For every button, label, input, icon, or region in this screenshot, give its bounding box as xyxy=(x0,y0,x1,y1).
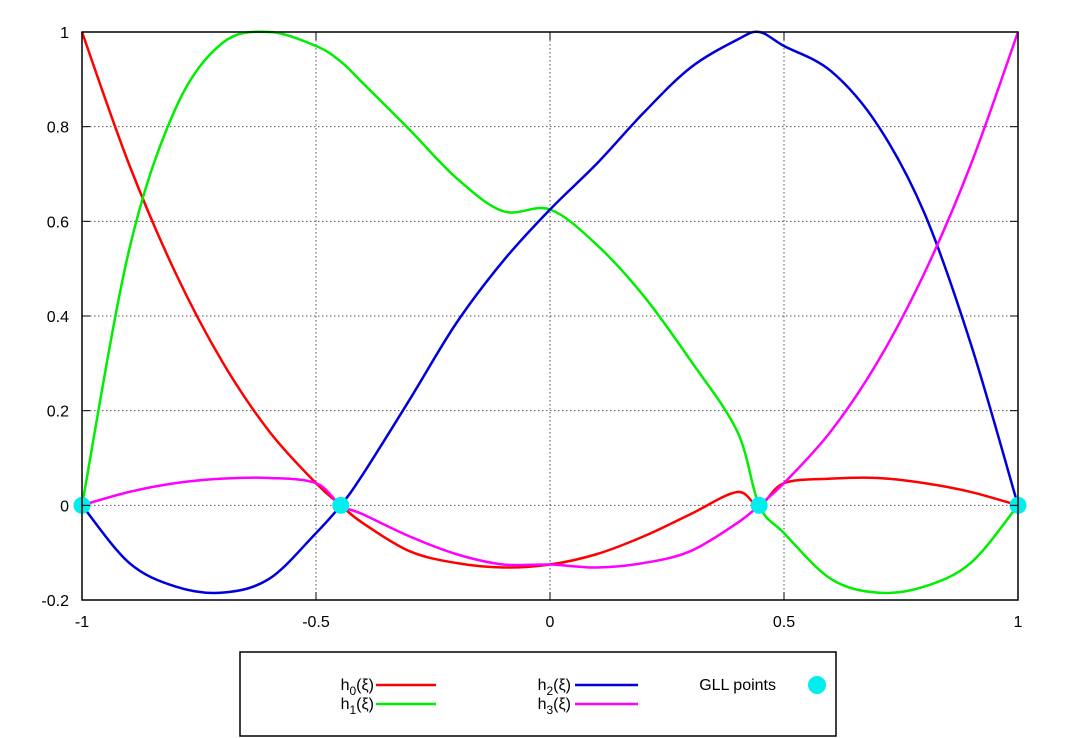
legend-label-sub: 1 xyxy=(349,703,356,717)
legend-label-sub: 0 xyxy=(349,684,356,698)
legend-label-suffix: (ξ) xyxy=(356,696,374,713)
legend-label-sub: 3 xyxy=(546,703,553,717)
legend-label-h2: h2(ξ) xyxy=(538,677,571,698)
legend-label-base: h xyxy=(538,696,547,713)
x-tick-label: -0.5 xyxy=(302,614,330,631)
y-tick-label: 0.8 xyxy=(47,120,69,137)
legend-label-base: h xyxy=(341,696,350,713)
legend-label-h1: h1(ξ) xyxy=(341,696,374,717)
series-line-h3 xyxy=(81,31,1020,569)
plot-curves xyxy=(80,30,1020,595)
axis-ticks: -1 -0.5 0 0.5 1 -0.2 0 0.2 0.4 0.6 0.8 1 xyxy=(41,25,1022,631)
gll-point xyxy=(750,496,768,514)
legend-label-sub: 2 xyxy=(546,684,553,698)
legend-label-base: h xyxy=(341,677,350,694)
x-tick-label: 0.5 xyxy=(773,614,795,631)
legend-label-suffix: (ξ) xyxy=(356,677,374,694)
series-line-h1 xyxy=(80,30,1019,595)
y-tick-label: 0.6 xyxy=(47,214,69,231)
grid xyxy=(82,32,1018,600)
x-tick-label: 0 xyxy=(546,614,555,631)
legend-label-base: h xyxy=(538,677,547,694)
legend-label-h0: h0(ξ) xyxy=(341,677,374,698)
y-tick-label: 0.4 xyxy=(47,309,69,326)
legend-label-suffix: (ξ) xyxy=(553,696,571,713)
x-tick-label: 1 xyxy=(1014,614,1023,631)
legend-swatch-gll xyxy=(808,676,826,694)
legend-label-suffix: (ξ) xyxy=(553,677,571,694)
legend-label-gll: GLL points xyxy=(699,677,776,694)
gll-point xyxy=(332,496,350,514)
legend-box xyxy=(239,651,837,737)
y-tick-label: 0.2 xyxy=(47,404,69,421)
legend: h0(ξ)h1(ξ)h2(ξ)h3(ξ)GLL points xyxy=(239,651,837,737)
series-line-h2 xyxy=(81,30,1020,595)
y-tick-label: 0 xyxy=(60,498,69,515)
y-tick-label: 1 xyxy=(60,25,69,42)
legend-label-h3: h3(ξ) xyxy=(538,696,571,717)
x-tick-label: -1 xyxy=(75,614,89,631)
y-tick-label: -0.2 xyxy=(41,593,69,610)
series-line-h0 xyxy=(80,31,1019,569)
